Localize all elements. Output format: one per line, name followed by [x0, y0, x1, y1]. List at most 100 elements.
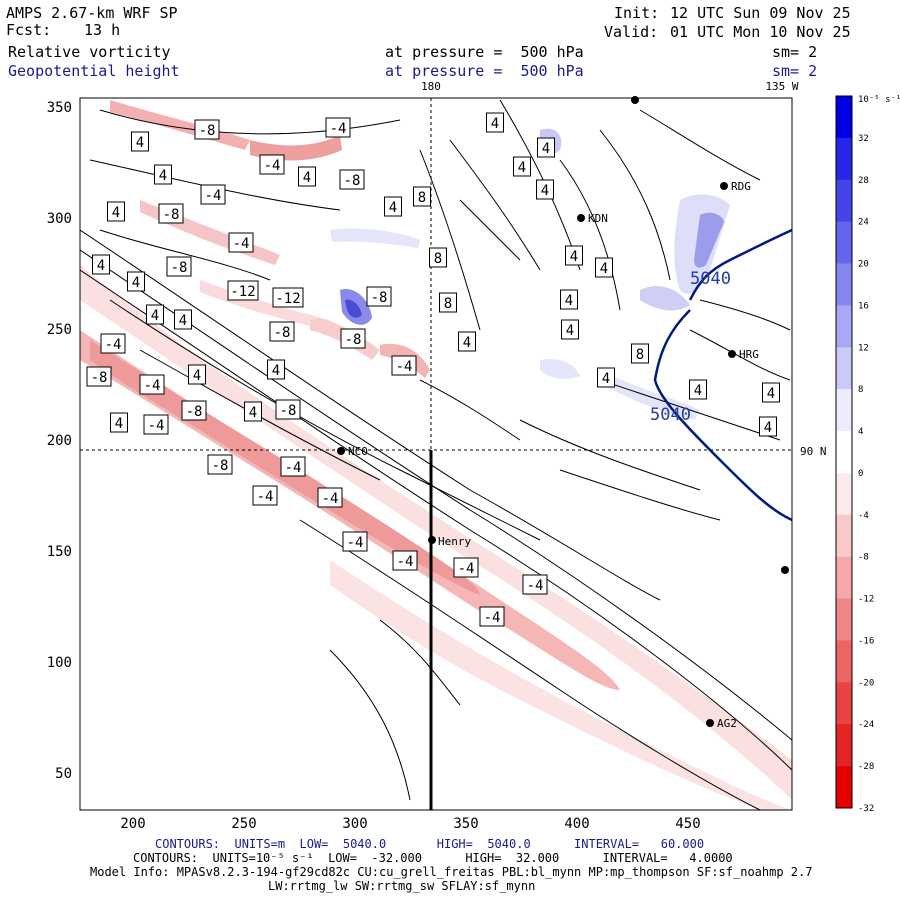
x-axis: 200 250 300 350 400 450	[120, 816, 700, 832]
contour-label-positive: 4	[491, 116, 499, 132]
contour-label-positive-box	[146, 304, 164, 325]
lon-135w-label: 135 W	[765, 80, 798, 93]
contour-label-negative-box	[181, 400, 207, 421]
contour-label-negative-box	[280, 456, 306, 477]
y-tick-label: 100	[47, 655, 72, 671]
contour-label-positive: 4	[565, 293, 573, 309]
contour-label-negative: -8	[345, 332, 362, 348]
contour-label-positive-box	[174, 309, 192, 330]
pos-vort-patch	[640, 285, 690, 311]
contour-label-negative: -8	[199, 123, 216, 139]
station-marker	[577, 214, 585, 222]
contour-label-negative-box	[100, 333, 126, 354]
contour-label-positive-box	[188, 364, 206, 385]
colorbar-swatch	[836, 598, 852, 641]
contour-label-negative: -12	[230, 284, 255, 300]
fcst-label: Fcst:	[6, 21, 52, 39]
contour-label-negative-box	[269, 321, 295, 342]
contour-label-positive-box	[92, 254, 110, 275]
contour-label-positive-box	[107, 201, 125, 222]
y-tick-label: 250	[47, 322, 72, 338]
pos-vort-patch	[540, 358, 580, 379]
contour-label-negative: -8	[344, 173, 361, 189]
smoothing-2: sm= 2	[772, 62, 818, 80]
contour-label-negative-box	[366, 286, 392, 307]
neg-vort-streak	[250, 135, 342, 161]
pos-vort-patch	[345, 299, 362, 318]
pos-vort-patch	[598, 370, 700, 420]
contour-label-positive: 4	[159, 168, 167, 184]
contour-label-negative: -8	[171, 260, 188, 276]
vorticity-labels-negative: -8 -4 -4 -8 -4 -8 -4 -8 -12 -12 -8 -8 -8 -4 -4 -8 -4 -8 -8…	[86, 117, 548, 627]
contour-label-positive-box	[439, 292, 457, 313]
station-label: RDG	[731, 180, 751, 193]
fcst-hours: 13 h	[84, 21, 121, 39]
contour-label-positive: 4	[566, 323, 574, 339]
contour-label-negative-box	[272, 287, 304, 308]
contour-label-negative: -8	[186, 404, 203, 420]
station-marker	[781, 566, 789, 574]
init-time: 12 UTC Sun 09 Nov 25	[670, 4, 851, 22]
colorbar-label: 8	[858, 385, 863, 395]
colorbar-swatch	[836, 640, 852, 683]
valid-time: 01 UTC Mon 10 Nov 25	[670, 23, 851, 41]
colorbar-swatch	[836, 766, 852, 809]
contour-label-negative: -4	[285, 460, 302, 476]
colorbar-label: 20	[858, 260, 869, 270]
contour-label-negative: -4	[148, 418, 165, 434]
colorbar-swatch	[836, 724, 852, 767]
contour-label-positive-box	[298, 166, 316, 187]
contour-label-positive: 4	[132, 275, 140, 291]
contour-label-positive: 4	[115, 416, 123, 432]
contour-label-positive: 4	[136, 135, 144, 151]
contour-label-positive: 4	[112, 205, 120, 221]
contour-label-positive-box	[267, 359, 285, 380]
contour-label-negative: -8	[212, 458, 229, 474]
contour-label-negative: -12	[275, 291, 300, 307]
colorbar-label: 32	[858, 134, 869, 144]
contour-label-positive-box	[537, 137, 555, 158]
contour-label-negative-box	[340, 328, 366, 349]
contour-label-positive: 8	[434, 251, 442, 267]
contour-label-positive-box	[689, 379, 707, 400]
contour-label-negative: -8	[163, 207, 180, 223]
colorbar-label: -12	[858, 595, 874, 605]
contour-label-positive-box	[413, 186, 431, 207]
contour-label-positive: 4	[151, 308, 159, 324]
lon-180-label: 180	[421, 80, 441, 93]
colorbar-label: 16	[858, 301, 869, 311]
colorbar-label: 0	[858, 469, 863, 479]
station-label: Henry	[438, 535, 471, 548]
model-title: AMPS 2.67-km WRF SP	[6, 4, 178, 22]
contour-label-positive: 4	[542, 141, 550, 157]
contour-label-negative-box	[228, 232, 254, 253]
contour-label-negative-box	[166, 256, 192, 277]
colorbar-label: 4	[858, 427, 863, 437]
contour-label-negative: -8	[274, 325, 291, 341]
colorbar-swatch	[836, 472, 852, 516]
y-axis: 350 300 250 200 150 100 50	[47, 100, 72, 782]
contour-label-positive-box	[762, 382, 780, 403]
y-tick-label: 50	[55, 766, 72, 782]
contour-label-positive: 4	[179, 313, 187, 329]
contour-label-positive: 4	[272, 363, 280, 379]
colorbar-label: 12	[858, 343, 869, 353]
contour-info-vorticity: CONTOURS: UNITS=10⁻⁵ s⁻¹ LOW= -32.000 HI…	[133, 851, 733, 865]
colorbar-label: -16	[858, 636, 874, 646]
colorbar: 32 28 24 20 16 12 8 4 0 -4 -8 -12 -16 -20 -24 -28 -32	[835, 95, 874, 814]
x-tick-label: 250	[231, 816, 256, 832]
colorbar-swatch	[836, 137, 852, 181]
model-info: Model Info: MPASv8.2.3-194-gf29cd82c CU:…	[90, 865, 813, 879]
contour-label-positive-box	[458, 331, 476, 352]
station-label: KDN	[588, 212, 608, 225]
colorbar-label: 24	[858, 218, 869, 228]
pos-vort-patch	[694, 212, 724, 268]
contour-label-positive: 4	[694, 383, 702, 399]
contour-label-positive-box	[536, 179, 554, 200]
contour-label-positive-box	[127, 271, 145, 292]
contour-label-positive: 4	[249, 405, 257, 421]
contour-label-positive: 8	[444, 296, 452, 312]
contour-label-negative-box	[86, 366, 112, 387]
